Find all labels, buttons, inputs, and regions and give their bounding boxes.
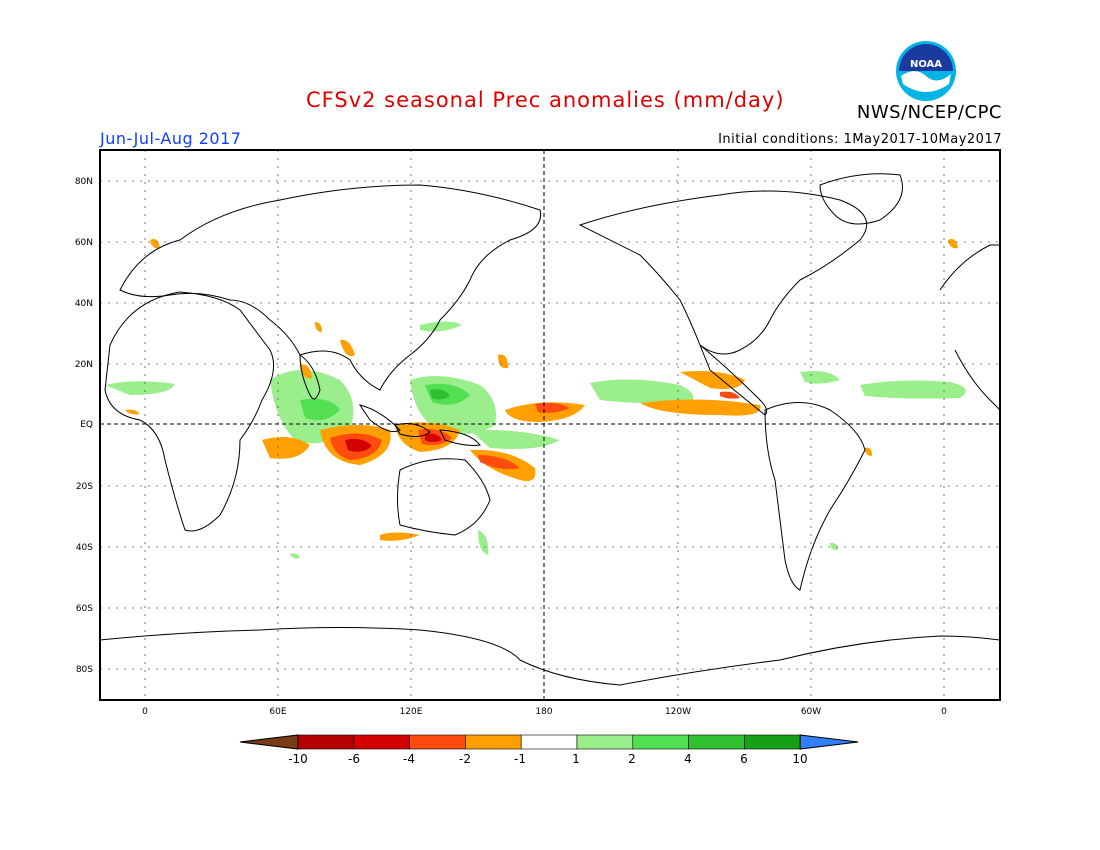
colorbar-swatch bbox=[576, 734, 634, 750]
colorbar-swatch bbox=[409, 734, 466, 750]
colorbar-swatch bbox=[353, 734, 410, 750]
latitude-labels: 80N 60N 40N 20N EQ 20S 40S 60S 80S bbox=[75, 177, 93, 675]
noaa-logo-icon: NOAA bbox=[896, 41, 956, 101]
colorbar-label: -1 bbox=[514, 752, 526, 766]
colorbar-swatch bbox=[297, 734, 355, 750]
lat-label: 60N bbox=[75, 238, 93, 248]
colorbar-swatch bbox=[688, 734, 745, 750]
colorbar-swatch bbox=[520, 734, 578, 750]
lon-label: 120E bbox=[400, 707, 423, 717]
colorbar-swatch bbox=[632, 734, 689, 750]
colorbar-arrow-high bbox=[799, 734, 859, 750]
colorbar-label: -4 bbox=[403, 752, 415, 766]
lon-label: 180 bbox=[535, 707, 552, 717]
lat-label: 60S bbox=[76, 604, 93, 614]
lat-label: 20N bbox=[75, 360, 93, 370]
colorbar-label: -10 bbox=[288, 752, 308, 766]
logo-text: NOAA bbox=[910, 59, 942, 70]
lon-label: 60E bbox=[269, 707, 286, 717]
agency-label: NWS/NCEP/CPC bbox=[856, 102, 1002, 123]
lon-label: 0 bbox=[941, 707, 947, 717]
colorbar-label: -6 bbox=[348, 752, 360, 766]
colorbar-label: 2 bbox=[628, 752, 636, 766]
colorbar-label: 1 bbox=[572, 752, 580, 766]
colorbar bbox=[239, 734, 859, 750]
lat-label: 80N bbox=[75, 177, 93, 187]
lat-label: EQ bbox=[80, 420, 93, 430]
colorbar-label: 6 bbox=[740, 752, 748, 766]
coastlines bbox=[100, 173, 1000, 686]
lon-label: 60W bbox=[801, 707, 821, 717]
colorbar-label: -2 bbox=[459, 752, 471, 766]
colorbar-label: 10 bbox=[792, 752, 807, 766]
forecast-period: Jun-Jul-Aug 2017 bbox=[100, 129, 242, 148]
lat-label: 20S bbox=[76, 482, 93, 492]
colorbar-labels: -10 -6 -4 -2 -1 1 2 4 6 10 bbox=[288, 752, 807, 766]
longitude-labels: 0 60E 120E 180 120W 60W 0 bbox=[142, 707, 947, 717]
lat-label: 40S bbox=[76, 543, 93, 553]
map-frame bbox=[99, 149, 1001, 701]
lon-label: 0 bbox=[142, 707, 148, 717]
lon-label: 120W bbox=[665, 707, 691, 717]
colorbar-label: 4 bbox=[684, 752, 692, 766]
map-gridlines bbox=[100, 150, 1000, 700]
colorbar-swatch bbox=[744, 734, 801, 750]
map-title: CFSv2 seasonal Prec anomalies (mm/day) bbox=[306, 88, 785, 112]
initial-conditions: Initial conditions: 1May2017-10May2017 bbox=[718, 132, 1002, 147]
colorbar-swatch bbox=[465, 734, 522, 750]
lat-label: 80S bbox=[76, 665, 93, 675]
lat-label: 40N bbox=[75, 299, 93, 309]
colorbar-arrow-low bbox=[239, 734, 299, 750]
